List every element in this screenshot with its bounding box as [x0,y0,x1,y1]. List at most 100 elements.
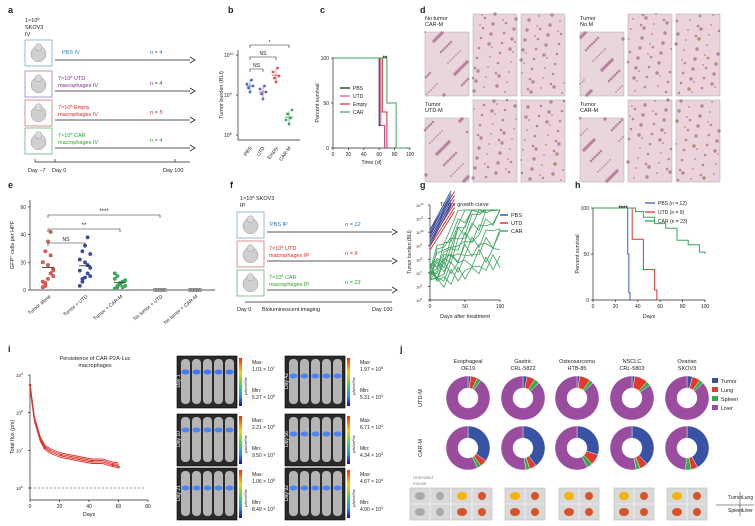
cell-dot [631,117,635,121]
cell-dot [593,155,597,159]
cell-dot [710,24,712,26]
histology-label: No tumor [425,16,448,22]
panel-a-row-label2: macrophages IV [58,112,98,118]
donut-slice [576,425,600,456]
survival-line [593,207,631,300]
colorbar [239,358,242,406]
cell-dot [689,19,691,21]
cell-dot [549,100,553,104]
bioluminescence-signal [214,427,223,433]
cell-dot [676,178,680,182]
organ-signal [415,508,425,516]
cell-dot [670,48,672,50]
cell-dot [698,114,702,118]
cell-dot [528,119,530,121]
cell-dot [678,168,682,172]
cell-dot [510,61,512,63]
ytick: 0 [586,298,589,304]
cell-dot [662,142,664,144]
cell-dot [549,124,551,126]
bioluminescence-signal [214,369,223,375]
cell-dot [496,61,500,65]
mouse-icon [181,417,190,462]
panel-a-n: n = 4 [150,50,162,56]
cell-dot [677,91,681,95]
cell-dot [494,113,496,115]
cell-dot [561,92,563,94]
cell-dot [698,14,702,18]
cell-dot [481,14,483,16]
cell-dot [584,130,586,132]
cell-dot [462,81,466,85]
cell-dot [497,138,501,142]
utd-growth-line [429,207,455,247]
cell-dot [454,151,458,155]
panel-c-ylabel: Percent survival [315,83,321,122]
cell-dot [717,29,721,33]
cell-dot [511,138,513,140]
cell-dot [586,46,590,50]
cell-dot [471,176,475,180]
car-growth-line [429,248,501,281]
cell-dot [563,82,565,84]
cell-dot [498,51,502,55]
organ-signal [693,508,701,516]
cell-dot [655,13,657,15]
bioluminescence-signal [289,373,298,379]
cell-dot [542,53,546,57]
pbs-growth-line [429,205,452,246]
mouse-icon [203,471,212,516]
cell-dot [714,62,718,66]
cell-dot [581,81,583,83]
arrowhead-icon [189,87,196,95]
ytick: 100 [321,56,330,62]
cell-dot [694,158,696,160]
cell-dot [710,82,714,86]
panel-a-row-label: 7×106 UTD [58,75,85,82]
imaging-day-label: Day 1 [176,374,182,387]
legend-swatch [712,387,718,392]
cell-dot [627,137,631,141]
panel-f-row-label2: macrophages IP [269,253,309,259]
cell-dot [619,87,621,89]
ytick: 60 [20,205,26,211]
cell-dot [542,77,544,79]
organ-signal [478,508,486,516]
cell-dot [462,163,464,165]
cell-dot [502,131,506,135]
survival-line [593,207,658,300]
cell-dot [494,71,498,75]
cell-dot [523,62,525,64]
cell-dot [553,62,557,66]
cell-dot [526,87,530,91]
panel-letter-b: b [228,5,234,15]
ytick: 0 [23,288,26,294]
data-point [83,260,87,265]
cell-dot [645,75,649,79]
cell-dot [591,157,595,161]
data-point [88,252,93,256]
ytick: 106 [16,485,23,491]
timeline-label: Day 100 [372,307,393,313]
bioluminescence-signal [181,427,190,433]
cell-dot [613,73,617,77]
cell-dot [675,143,677,145]
legend-label: Spleen [721,397,738,403]
data-point [85,271,90,276]
cell-dot [433,138,435,140]
histology-image [424,31,470,97]
cell-dot [633,177,635,179]
cell-dot [682,148,686,152]
cell-dot [628,50,632,54]
colorbar [347,358,350,406]
pbs-growth-line [429,199,452,240]
data-point [51,268,56,273]
cell-dot [685,39,687,41]
xtick: Tumor alone [27,294,52,317]
data-point [80,249,85,254]
cell-dot [713,173,715,175]
cell-dot [655,71,659,75]
cell-dot [528,177,532,181]
mouse-icon [192,417,201,462]
organ-signal [510,508,520,516]
